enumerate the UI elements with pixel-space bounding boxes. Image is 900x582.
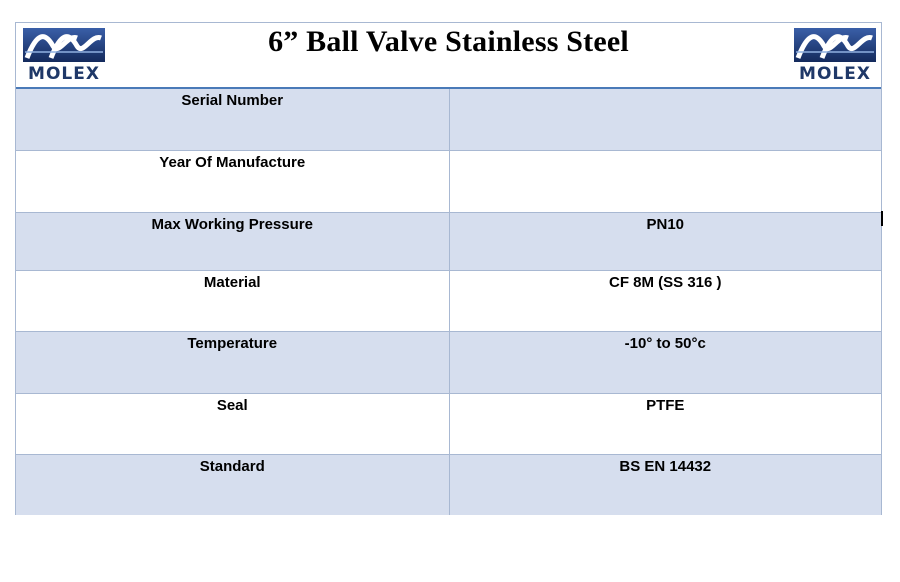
molex-wave-icon (794, 28, 876, 62)
table-row: Year Of Manufacture (16, 150, 881, 213)
spec-value: CF 8M (SS 316 ) (449, 270, 881, 332)
spec-label: Temperature (16, 331, 450, 394)
molex-logo-text: MOLEX (799, 64, 871, 84)
nameplate-header: MOLEX 6” Ball Valve Stainless Steel MOLE… (16, 23, 881, 89)
table-row: Serial Number (16, 89, 881, 151)
spec-value: PTFE (449, 393, 881, 455)
spec-value: PN10 (449, 212, 881, 271)
spec-value: BS EN 14432 (449, 454, 881, 515)
valve-nameplate: MOLEX 6” Ball Valve Stainless Steel MOLE… (15, 22, 882, 515)
table-row: Temperature -10° to 50°c (16, 331, 881, 394)
spec-label: Year Of Manufacture (16, 150, 450, 213)
table-row: Max Working Pressure PN10 (16, 212, 881, 271)
molex-logo-right: MOLEX (794, 28, 876, 84)
table-row: Material CF 8M (SS 316 ) (16, 270, 881, 332)
molex-logo-text: MOLEX (28, 64, 100, 84)
molex-wave-icon (23, 28, 105, 62)
spec-label: Serial Number (16, 89, 450, 151)
spec-value (449, 89, 881, 151)
spec-label: Seal (16, 393, 450, 455)
spec-label: Standard (16, 454, 450, 515)
table-row: Standard BS EN 14432 (16, 454, 881, 515)
page-title: 6” Ball Valve Stainless Steel (268, 25, 629, 58)
spec-label: Max Working Pressure (16, 212, 450, 271)
spec-value (449, 150, 881, 213)
specs-table: Serial Number Year Of Manufacture Max Wo… (16, 89, 881, 515)
text-cursor-mark (881, 211, 883, 226)
table-row: Seal PTFE (16, 393, 881, 455)
spec-label: Material (16, 270, 450, 332)
molex-logo-left: MOLEX (23, 28, 105, 84)
spec-value: -10° to 50°c (449, 331, 881, 394)
